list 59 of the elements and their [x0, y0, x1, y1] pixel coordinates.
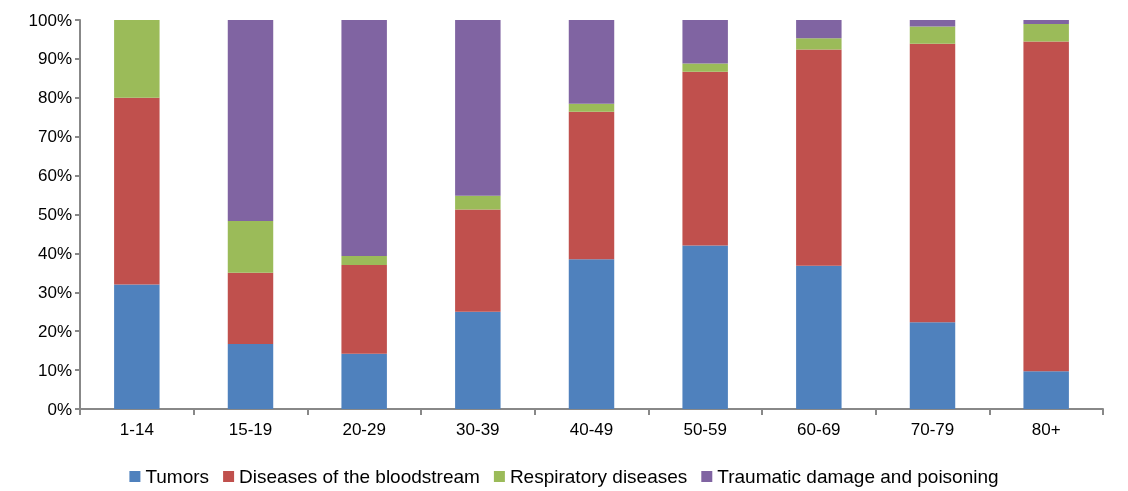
bar — [682, 20, 728, 64]
bar — [114, 20, 160, 98]
bar — [568, 20, 615, 104]
bar — [1023, 41, 1069, 372]
y-tick-label: 10% — [37, 360, 72, 380]
y-tick-label: 30% — [37, 282, 72, 302]
bar — [227, 344, 274, 409]
bar — [796, 49, 842, 266]
bar — [1023, 371, 1069, 409]
y-tick-label: 0% — [47, 399, 72, 419]
x-tick-label: 50-59 — [683, 420, 727, 439]
bar — [909, 26, 956, 44]
bar — [227, 272, 274, 345]
x-tick-label: 60-69 — [797, 420, 841, 439]
bar — [909, 43, 956, 323]
y-tick-label: 60% — [37, 166, 72, 186]
y-tick-label: 70% — [37, 127, 72, 147]
bar — [796, 20, 842, 39]
legend-label: Diseases of the bloodstream — [239, 466, 480, 487]
x-tick-label: 40-49 — [569, 420, 614, 439]
x-tick-label: 70-79 — [910, 420, 955, 439]
x-tick-label: 80+ — [1031, 420, 1061, 439]
bar — [341, 20, 387, 257]
bar — [341, 265, 387, 354]
bar — [1023, 23, 1069, 42]
bar — [682, 71, 728, 246]
bar — [455, 20, 501, 196]
bar — [1023, 20, 1069, 24]
y-tick-label: 80% — [37, 88, 72, 108]
x-tick-label: 30-39 — [456, 420, 500, 439]
bar — [455, 195, 501, 210]
y-tick-label: 50% — [37, 205, 72, 224]
bar — [114, 284, 160, 409]
legend-label: Traumatic damage and poisoning — [717, 466, 999, 487]
bar — [909, 20, 956, 27]
bar — [341, 256, 387, 266]
bar — [114, 97, 160, 285]
bar — [568, 103, 615, 112]
bar — [227, 221, 274, 273]
y-tick-label: 100% — [28, 10, 72, 30]
legend-label: Tumors — [145, 466, 210, 487]
bar — [455, 311, 501, 409]
bar — [568, 111, 615, 260]
legend-label: Respiratory diseases — [509, 466, 688, 487]
bar — [341, 353, 387, 409]
bar — [682, 63, 728, 72]
bar — [796, 265, 842, 409]
bar — [909, 322, 956, 409]
x-tick-label: 1-14 — [119, 420, 154, 439]
x-tick-label: 20-29 — [342, 420, 386, 439]
y-tick-label: 20% — [37, 321, 72, 341]
y-tick-label: 90% — [37, 49, 72, 69]
bar — [568, 259, 615, 409]
y-tick-label: 40% — [37, 243, 72, 263]
bar — [455, 209, 501, 312]
bar — [682, 245, 728, 409]
bar — [227, 20, 274, 222]
x-tick-label: 15-19 — [228, 420, 273, 439]
bar — [796, 38, 842, 50]
